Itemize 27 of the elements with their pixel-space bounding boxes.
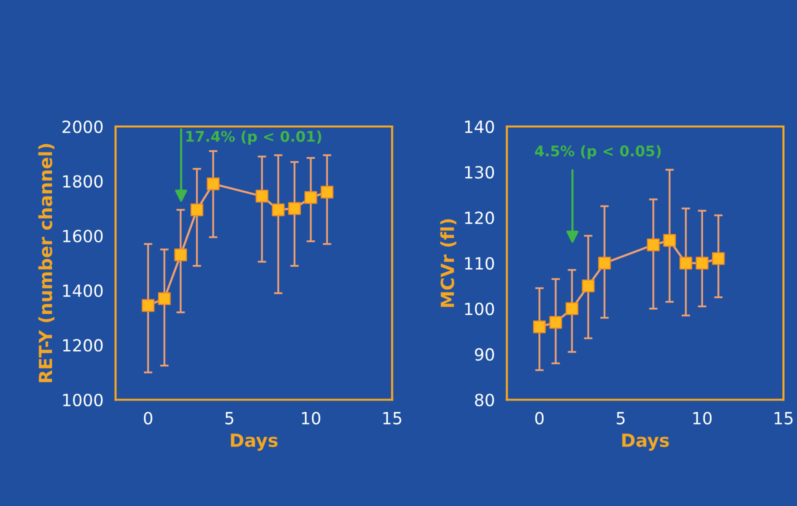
x-tick-label: 10	[302, 412, 320, 424]
y-tick-label: 110	[465, 257, 494, 270]
y-tick-label: 120	[465, 212, 494, 224]
y-tick-label: 140	[465, 120, 494, 134]
y-tick-label: 1400	[63, 284, 103, 298]
y-tick-label: 2000	[62, 120, 103, 134]
x-tick-label: 15	[383, 412, 402, 424]
y-tick-label: 1000	[63, 394, 103, 406]
annotation: 4.5% (p < 0.05)	[534, 145, 661, 160]
y-tick-label: 1600	[63, 230, 103, 242]
y-tick-label: 90	[474, 348, 494, 361]
x-tick-label: 5	[225, 412, 234, 424]
y-tick-label: 100	[465, 302, 494, 316]
y-tick-label: 1200	[63, 339, 103, 352]
x-axis-title: Days	[230, 434, 278, 451]
y-tick-label: 130	[465, 166, 494, 179]
x-axis-title: Days	[622, 434, 669, 451]
y-axis-title: MCVr (fl)	[440, 219, 456, 307]
annotation: 17.4% (p < 0.01)	[186, 130, 322, 145]
x-tick-label: 0	[144, 412, 152, 424]
x-tick-label: 5	[616, 412, 625, 424]
x-tick-label: 10	[693, 412, 712, 424]
y-axis-title: RET-Y (number channel)	[38, 144, 54, 382]
y-tick-label: 1800	[63, 175, 103, 188]
x-tick-label: 15	[774, 412, 793, 424]
x-tick-label: 0	[535, 412, 544, 424]
y-tick-label: 80	[475, 394, 494, 406]
